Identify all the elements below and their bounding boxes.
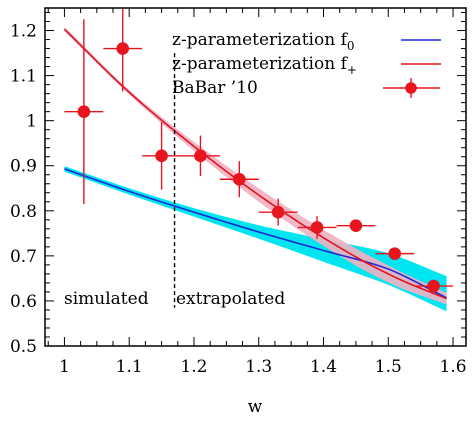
legend-label: z-parameterization f+ — [172, 54, 357, 77]
data-point — [64, 19, 104, 205]
x-tick-label: 1.6 — [440, 357, 467, 377]
y-tick-label: 1.1 — [10, 67, 37, 87]
x-tick-label: 1.1 — [116, 357, 143, 377]
y-tick-label: 0.9 — [10, 157, 37, 177]
legend-swatch-marker — [405, 82, 417, 94]
legend: z-parameterization f0z-parameterization … — [172, 30, 441, 98]
line-f0 — [64, 168, 447, 299]
data-marker — [77, 105, 91, 118]
data-point — [142, 122, 182, 190]
babar-data-points — [64, 8, 454, 293]
region-label-extrapolated: extrapolated — [176, 289, 285, 309]
error-bands — [64, 26, 447, 312]
data-point — [103, 8, 143, 92]
axis-ticks — [45, 8, 466, 347]
data-point — [297, 216, 337, 239]
data-marker — [271, 205, 285, 219]
band-f0 — [64, 166, 447, 312]
band-fplus — [64, 26, 447, 305]
fit-lines — [63, 28, 447, 300]
y-tick-label: 0.8 — [10, 202, 37, 222]
data-marker — [349, 219, 363, 232]
data-marker — [155, 149, 168, 163]
line-fplus — [63, 28, 447, 300]
x-tick-label: 1.4 — [310, 357, 337, 377]
data-point — [258, 198, 298, 226]
data-point — [336, 219, 376, 232]
data-marker — [427, 279, 440, 293]
y-tick-label: 0.5 — [10, 337, 37, 357]
y-tick-label: 0.6 — [10, 292, 37, 312]
data-marker — [388, 247, 402, 260]
data-marker — [233, 172, 246, 186]
y-tick-label: 1.2 — [10, 22, 37, 42]
data-point — [181, 135, 220, 177]
legend-label: BaBar ’10 — [172, 78, 258, 98]
x-tick-label: 1 — [59, 357, 70, 377]
plot-frame — [44, 7, 467, 347]
axis-tick-labels: 1 1.1 1.2 1.3 1.4 1.5 1.6 0.5 0.6 0.7 0.8 0.9 1 1.1 1.… — [10, 22, 467, 377]
x-axis-label: w — [248, 397, 263, 417]
x-tick-label: 1.2 — [180, 357, 207, 377]
region-label-simulated: simulated — [64, 289, 149, 309]
data-point — [375, 247, 415, 260]
data-marker — [116, 42, 130, 55]
data-marker — [194, 149, 207, 163]
x-tick-label: 1.5 — [375, 357, 402, 377]
data-point — [219, 161, 259, 198]
data-marker — [310, 221, 324, 234]
legend-label: z-parameterization f0 — [172, 30, 355, 53]
y-tick-label: 0.7 — [10, 247, 37, 267]
x-tick-label: 1.3 — [245, 357, 272, 377]
data-point — [414, 279, 454, 293]
y-tick-label: 1 — [26, 112, 37, 132]
